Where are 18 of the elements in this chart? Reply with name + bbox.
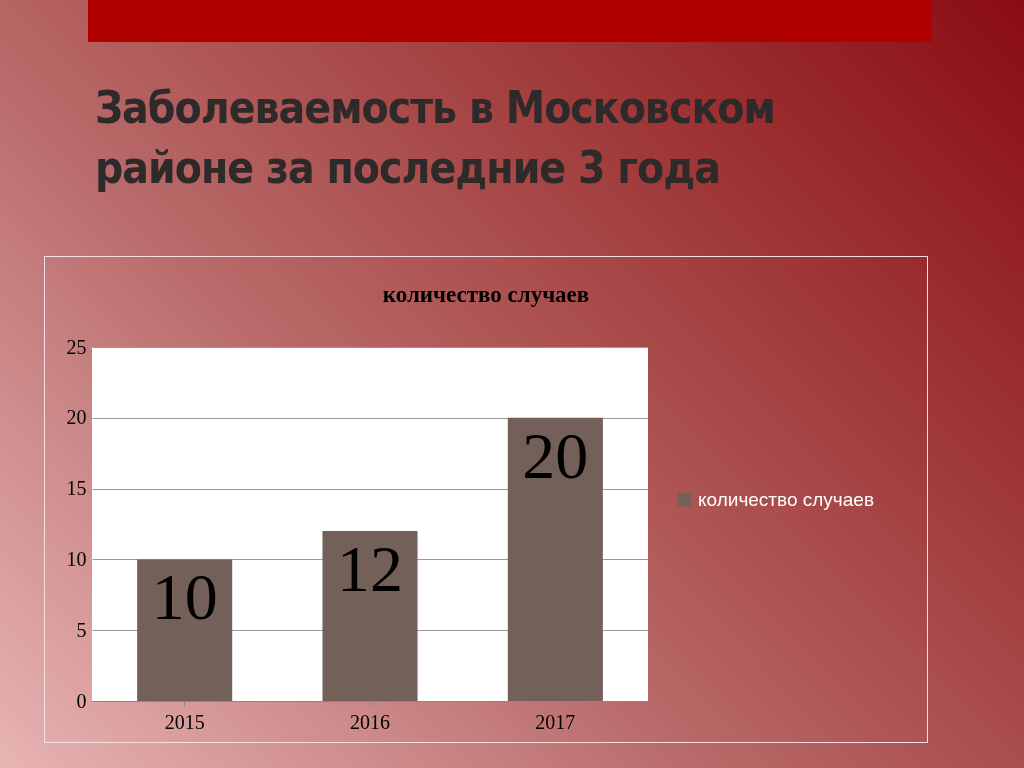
chart-title: Заболеваемость в Московском районе за последние 3 года xyxy=(95,81,776,195)
data-label: 10 xyxy=(151,560,218,634)
data-label: 20 xyxy=(522,418,589,492)
legend-label: количество случаев xyxy=(698,488,874,510)
x-tick-label: 2017 xyxy=(535,710,576,733)
chart-subtitle: количество случаев xyxy=(382,282,590,307)
x-tick-label: 2015 xyxy=(164,710,205,733)
bar xyxy=(137,559,233,701)
y-tick-label: 20 xyxy=(66,406,87,429)
y-tick-label: 10 xyxy=(66,547,87,570)
y-tick-label: 25 xyxy=(66,335,87,358)
bar xyxy=(322,531,418,701)
y-tick-label: 15 xyxy=(66,477,87,500)
data-label: 12 xyxy=(337,532,403,606)
x-tick-label: 2016 xyxy=(350,710,390,733)
y-tick-label: 0 xyxy=(76,689,87,712)
y-tick-label: 5 xyxy=(76,618,87,641)
bar xyxy=(507,417,603,701)
